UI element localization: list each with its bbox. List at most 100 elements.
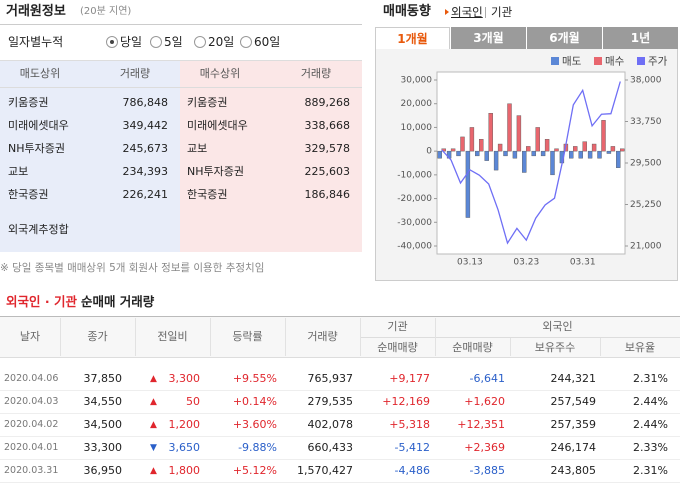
- holdings: 246,174: [550, 441, 597, 454]
- y-tick-label: 20,000: [401, 99, 433, 109]
- volume: 660,433: [307, 441, 354, 454]
- radio[interactable]: [240, 36, 252, 48]
- period-tab[interactable]: 3개월: [451, 27, 526, 49]
- y2-tick-label: 25,250: [630, 200, 662, 210]
- x-tick-label: 03.13: [457, 258, 483, 268]
- y-tick-label: -40,000: [397, 242, 432, 252]
- group-header: 외국인: [542, 320, 573, 333]
- change-arrow: ▼: [150, 443, 157, 453]
- radio-label[interactable]: 60일: [254, 35, 281, 49]
- row-line: [0, 390, 680, 391]
- radio-label[interactable]: 당일: [120, 35, 143, 49]
- delay-note: (20분 지연): [80, 6, 132, 17]
- volume: 402,078: [307, 418, 354, 431]
- radio[interactable]: [106, 36, 118, 48]
- broker-header: 거래량: [119, 67, 151, 80]
- sell-bg: [0, 61, 180, 252]
- bar: [497, 143, 503, 152]
- bar: [437, 150, 442, 159]
- col-divider: [510, 338, 511, 356]
- holding-ratio: 2.31%: [633, 372, 668, 385]
- change: 1,800: [168, 464, 201, 477]
- bar: [554, 148, 559, 152]
- change-arrow: ▲: [150, 466, 157, 476]
- change: 3,300: [168, 372, 201, 385]
- sell-volume: 234,393: [122, 165, 169, 178]
- buy-broker: 키움증권: [187, 96, 228, 109]
- period-tab[interactable]: 1년: [603, 27, 678, 49]
- sell-broker: NH투자증권: [8, 142, 65, 155]
- period-tab[interactable]: 6개월: [527, 27, 602, 49]
- bar: [582, 141, 587, 152]
- bar: [460, 136, 465, 152]
- sell-volume: 349,442: [122, 119, 169, 132]
- col-divider: [360, 318, 361, 356]
- holdings: 244,321: [550, 372, 597, 385]
- buy-volume: 889,268: [304, 96, 351, 109]
- close: 37,850: [83, 372, 123, 385]
- broker-header: 매도상위: [19, 67, 61, 80]
- bar: [569, 150, 574, 159]
- bar: [535, 127, 540, 152]
- trend-link[interactable]: 기관: [491, 5, 513, 19]
- bar: [488, 112, 493, 152]
- y2-tick-label: 33,750: [630, 117, 662, 127]
- row-line: [0, 459, 680, 460]
- close: 34,550: [83, 395, 123, 408]
- net-title: 외국인 · 기관 순매매 거래량: [6, 292, 306, 312]
- column-header: 전일비: [157, 330, 188, 343]
- change-arrow: ▲: [150, 397, 157, 407]
- buy-broker: NH투자증권: [187, 165, 244, 178]
- holding-ratio: 2.44%: [633, 418, 668, 431]
- y-tick-label: 0: [426, 147, 432, 157]
- volume: 1,570,427: [297, 464, 353, 477]
- legend-label: 매도: [562, 56, 582, 68]
- bar: [450, 148, 456, 152]
- sub-header: 순매매량: [452, 341, 493, 354]
- bar: [544, 139, 550, 152]
- bar: [456, 150, 461, 157]
- bar: [516, 115, 522, 152]
- column-header: 등락률: [232, 330, 263, 343]
- sell-broker: 한국증권: [8, 188, 49, 201]
- radio[interactable]: [150, 36, 162, 48]
- divider: [0, 24, 362, 25]
- bar: [587, 150, 593, 159]
- holdings: 257,359: [550, 418, 597, 431]
- sell-broker: 교보: [8, 165, 29, 178]
- radio-label[interactable]: 20일: [208, 35, 235, 49]
- bar: [526, 146, 531, 152]
- sub-header: 보유주수: [534, 341, 576, 354]
- foreign-net: -3,885: [469, 464, 505, 477]
- trend-link[interactable]: 외국인: [451, 5, 483, 19]
- link-marker: [445, 9, 449, 15]
- sell-broker: 미래에셋대우: [8, 119, 69, 132]
- holding-ratio: 2.44%: [633, 395, 668, 408]
- y2-tick-label: 38,000: [630, 76, 662, 86]
- inst-net: +5,318: [389, 418, 430, 431]
- date: 2020.04.01: [4, 442, 59, 453]
- y-tick-label: -20,000: [397, 194, 432, 204]
- net-title-highlight: 외국인 · 기관: [6, 294, 77, 309]
- bar: [479, 139, 484, 152]
- col-divider: [285, 318, 286, 356]
- buy-bg: [180, 61, 362, 252]
- radio[interactable]: [194, 36, 206, 48]
- y2-tick-label: 21,000: [630, 242, 662, 252]
- rate: +0.14%: [232, 395, 277, 408]
- bar: [512, 150, 518, 159]
- row-line: [0, 413, 680, 414]
- buy-broker: 한국증권: [187, 188, 228, 201]
- period-tab[interactable]: 1개월: [375, 27, 450, 49]
- close: 33,300: [83, 441, 123, 454]
- holding-ratio: 2.31%: [633, 464, 668, 477]
- radio-label[interactable]: 5일: [164, 35, 183, 49]
- period-label: 일자별누적: [8, 35, 64, 49]
- bar: [597, 150, 602, 159]
- buy-volume: 329,578: [304, 142, 351, 155]
- close: 34,500: [83, 418, 123, 431]
- date: 2020.04.02: [4, 419, 59, 430]
- table-top: [0, 60, 362, 61]
